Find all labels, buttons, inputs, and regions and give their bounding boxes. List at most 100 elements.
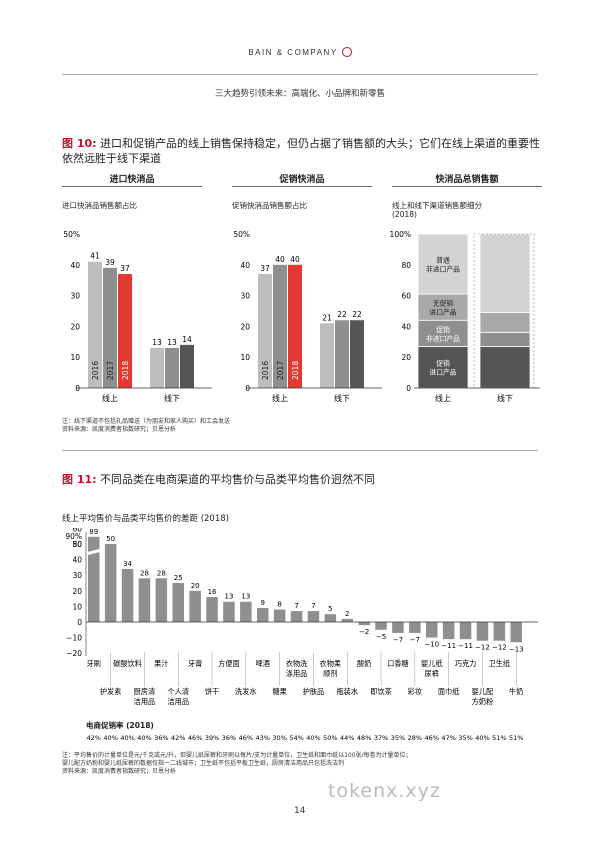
- figure-11-title: 图 11: 不同品类在电商渠道的平均售价与品类平均售价迥然不同: [62, 472, 542, 487]
- figure-11-notes: 注：平均售价的计量单位是元/千克或元/升，但婴儿纸尿裤和牙刷以每片/支为计量单位…: [62, 752, 412, 776]
- bar-value-label: −12: [475, 644, 490, 652]
- bar-value-label: 13: [241, 593, 250, 601]
- promo-rate-value: 47%: [441, 734, 455, 742]
- category-label: 即饮茶: [370, 687, 392, 696]
- bar: [88, 536, 100, 622]
- promo-rate-value: 30%: [272, 734, 286, 742]
- bar: [257, 607, 269, 622]
- y-tick-label: 50%: [63, 230, 80, 239]
- bar: [189, 590, 201, 622]
- promo-rate-value: 48%: [357, 734, 371, 742]
- category-label: 方奶粉: [472, 697, 494, 706]
- promo-rate-value: 35%: [391, 734, 405, 742]
- promo-rate-value: 42%: [171, 734, 185, 742]
- category-label: 衣物柔: [320, 659, 342, 668]
- stack-segment: [479, 346, 531, 389]
- category-label: 糖果: [272, 687, 286, 696]
- category-label: 尿裤: [425, 669, 439, 678]
- category-label: 涤用品: [286, 669, 308, 678]
- promo-rate-values: 42% 40% 40% 40% 36% 42% 46% 39% 36% 46% 43% 30% 54% 4…: [87, 734, 524, 742]
- category-label: 个人清: [167, 687, 189, 696]
- bar: [476, 622, 489, 641]
- bar-value-label: −7: [393, 636, 403, 644]
- promo-rate-value: 28%: [408, 734, 422, 742]
- bar: [493, 622, 506, 641]
- bar-value-label: −2: [359, 628, 369, 636]
- category-label: 饼干: [205, 687, 219, 696]
- bar: [324, 614, 337, 622]
- stack-segment: [479, 332, 531, 347]
- category-label: 厨房清: [134, 687, 156, 696]
- bar-value-label: 28: [140, 569, 149, 577]
- promo-rate-value: 40%: [103, 734, 117, 742]
- panel-imported-heading: 进口快消品: [109, 175, 155, 185]
- promo-rate-value: 51%: [509, 734, 523, 742]
- panel-total-year: (2018): [392, 210, 417, 219]
- category-label: 面巾纸: [438, 687, 460, 696]
- bar: [223, 601, 235, 622]
- bar-value-label: −10: [424, 641, 439, 649]
- bar: [375, 622, 387, 630]
- promo-rate-value: 40%: [475, 734, 489, 742]
- stack-segment: [479, 233, 531, 313]
- bar: [459, 622, 472, 640]
- panel-total-heading: 快消品总销售额: [435, 175, 499, 185]
- axis-break-mark: [85, 548, 102, 556]
- bar: [341, 618, 353, 622]
- series-label: 2017: [106, 361, 115, 380]
- bar-value-label: 39: [105, 258, 115, 267]
- bar-value-label: 28: [157, 569, 166, 577]
- y-tick-label: 0: [406, 384, 411, 393]
- y-tick-label: 30: [72, 571, 82, 580]
- bar-value-label: 13: [224, 593, 233, 601]
- bar-value-label: 21: [322, 313, 332, 322]
- promo-rate-value: 54%: [289, 734, 303, 742]
- segment-label: 非进口产品: [426, 334, 460, 343]
- bar: [273, 609, 286, 622]
- y-tick-label: 10: [72, 602, 82, 611]
- stack-segment: [417, 319, 469, 347]
- report-subtitle: 三大趋势引领未来：高端化、小品牌和新零售: [214, 89, 385, 99]
- chart-total-sales: 020406080100%促销进口产品促销非进口产品无促销进口产品普通非进口产品…: [390, 230, 540, 403]
- y-tick-label: 20: [70, 322, 80, 331]
- header-rule: [62, 74, 538, 75]
- bar-value-label: 20: [191, 582, 200, 590]
- y-tick-label: 60: [401, 292, 411, 301]
- figure-11-chart-title: 线上平均售价与品类平均售价的差距 (2018): [62, 514, 229, 524]
- bar: [288, 264, 302, 388]
- panel-total-rule: [392, 186, 542, 187]
- bar-value-label: 50: [106, 535, 115, 543]
- category-label: 果汁: [154, 659, 168, 668]
- y-tick-label: 90%: [65, 532, 82, 541]
- bar: [138, 578, 151, 622]
- y-tick-label: 80: [72, 540, 82, 549]
- category-label: 啤酒: [256, 659, 270, 668]
- bar-value-label: 9: [261, 599, 265, 607]
- promo-rate-value: 36%: [154, 734, 168, 742]
- bar-value-label: 40: [290, 255, 300, 264]
- figure-10-number: 图 10:: [62, 137, 97, 150]
- promo-rate-value: 46%: [425, 734, 439, 742]
- chart-promo: 0 10 20 30 40 50% 37 2016 40 2017 40 2018 线上 21 22 22 线下: [233, 230, 382, 403]
- figure-11-number: 图 11:: [62, 473, 97, 486]
- y-tick-label: 20: [240, 322, 250, 331]
- brand-name: BAIN & COMPANY: [248, 48, 338, 58]
- chart-price-gap: −20−1001020304050608090%89牙刷50护发素34碳酸饮料2…: [65, 528, 538, 706]
- bar-value-label: −5: [376, 633, 386, 641]
- y-tick-label: 20: [401, 353, 411, 362]
- y-tick-label: 80: [401, 261, 411, 270]
- category-label: 护肤品: [303, 687, 325, 696]
- section-rule: [62, 450, 538, 451]
- segment-label: 促销: [436, 359, 450, 368]
- category-label: 线上: [435, 393, 451, 403]
- promo-rate-value: 35%: [458, 734, 472, 742]
- bar: [172, 583, 184, 622]
- promo-rate-value: 40%: [306, 734, 320, 742]
- bar-value-label: 41: [90, 252, 100, 261]
- series-label: 2016: [91, 361, 100, 380]
- category-label: 洁用品: [167, 697, 189, 706]
- y-tick-label: 40: [72, 556, 82, 565]
- promo-rate-label: 电商促销率 (2018): [86, 721, 154, 730]
- panel-promo-rule: [232, 186, 372, 187]
- promo-rate-value: 36%: [222, 734, 236, 742]
